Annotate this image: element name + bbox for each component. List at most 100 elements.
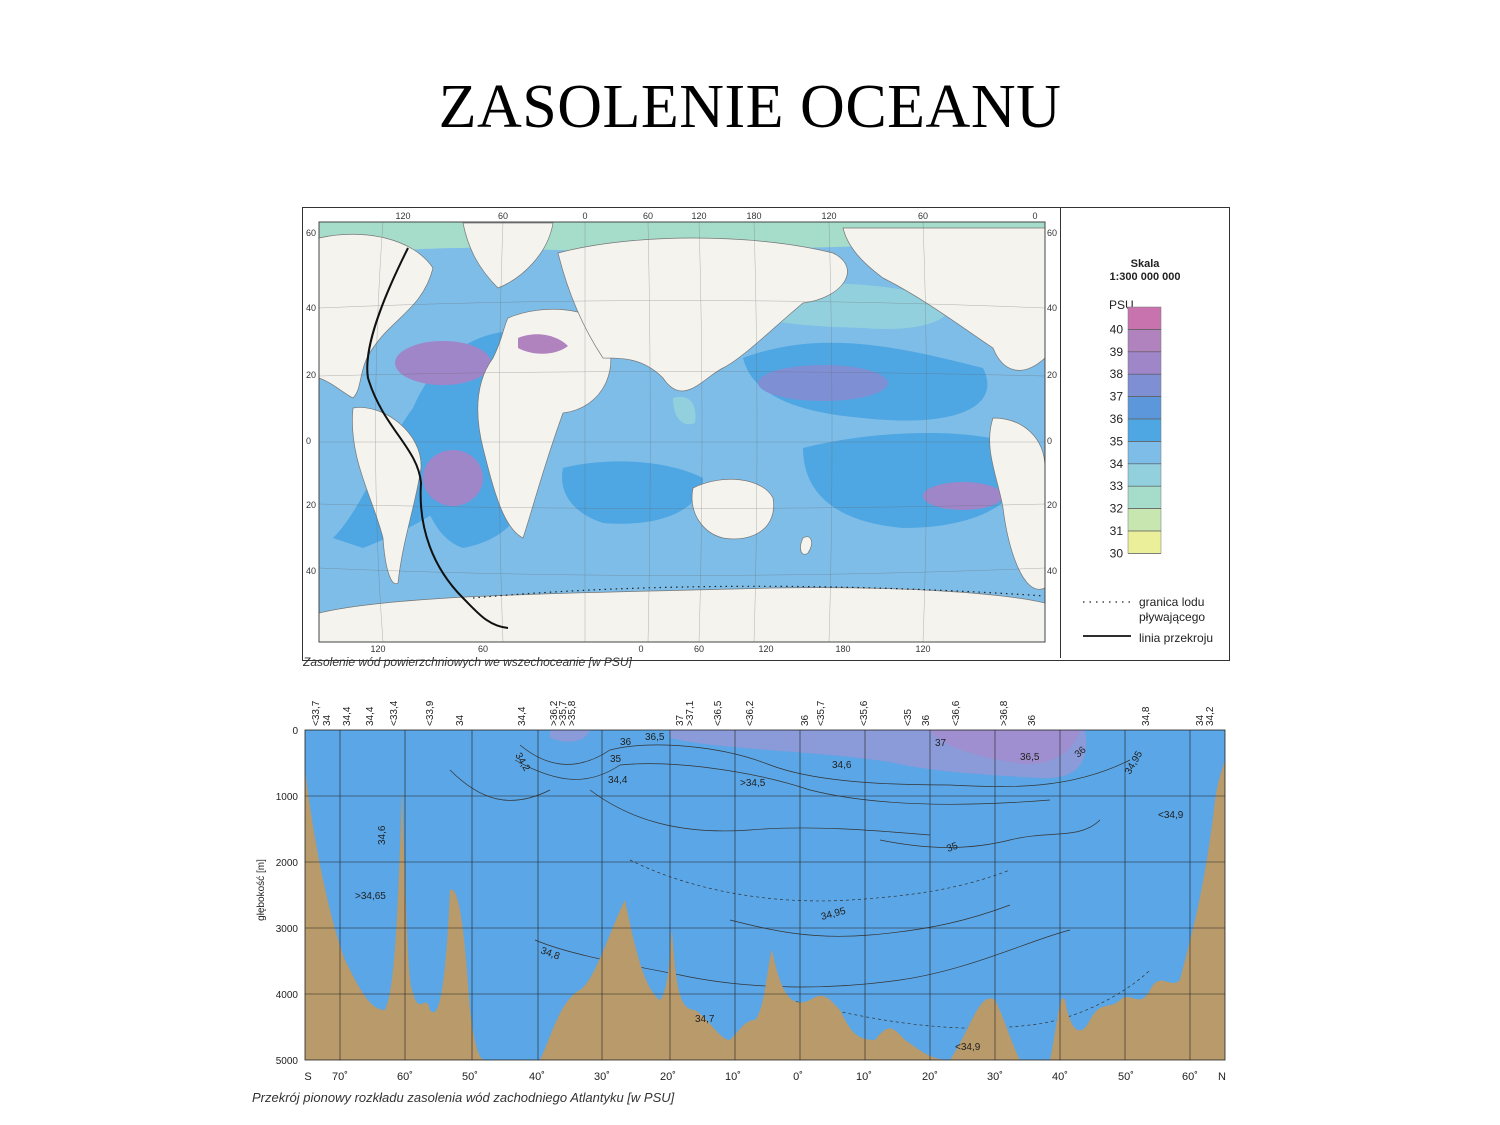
section-lat-label: N xyxy=(1218,1071,1226,1083)
section-isoline-label: >34,65 xyxy=(355,891,386,902)
section-isoline-label: 34,6 xyxy=(832,760,852,771)
legend-level-36: 36 xyxy=(1110,412,1124,426)
legend-level-31: 31 xyxy=(1110,524,1124,538)
section-lat-label: 10˚ xyxy=(725,1071,741,1083)
map-top-lon-label: 120 xyxy=(691,211,706,221)
map-axis-labels: 120 60 0 60 120 180 120 60 0 120 60 0 60 120 180 120 60 4… xyxy=(306,211,1057,654)
map-left-lat-label: 40 xyxy=(306,303,316,313)
section-isoline-label: <34,9 xyxy=(955,1042,981,1053)
section-depth-tick: 1000 xyxy=(276,792,299,803)
section-top-label: 36 xyxy=(800,714,811,726)
section-grid xyxy=(305,730,1225,1060)
map-bottom-lon-label: 120 xyxy=(370,644,385,654)
section-top-label: 34 xyxy=(1195,714,1206,726)
legend-swatch-31 xyxy=(1127,508,1162,532)
map-left-lat-label: 20 xyxy=(306,500,316,510)
section-ylabel: głębokość [m] xyxy=(256,859,267,921)
section-lat-label: 70˚ xyxy=(332,1071,348,1083)
section-isolines xyxy=(449,744,1131,988)
legend-section-line-label: linia przekroju xyxy=(1139,631,1214,645)
legend-scale-value: 1:300 000 000 xyxy=(1109,271,1181,283)
legend-swatch-34 xyxy=(1127,441,1162,465)
section-isoline-label: >34,5 xyxy=(740,778,766,789)
legend-unit: PSU xyxy=(1109,298,1134,312)
section-top-label: <33,9 xyxy=(425,700,436,726)
section-lat-label: 10˚ xyxy=(856,1071,872,1083)
map-bottom-lon-label: 120 xyxy=(758,644,773,654)
section-top-label: >35,8 xyxy=(567,700,578,726)
legend-level-34: 34 xyxy=(1110,457,1124,471)
land-south-america-east xyxy=(989,417,1046,590)
legend-swatch-30 xyxy=(1127,530,1162,554)
map-bottom-lon-label: 180 xyxy=(835,644,850,654)
map-left-lat-label: 0 xyxy=(306,436,311,446)
map-top-lon-label: 0 xyxy=(582,211,587,221)
section-top-label: 34 xyxy=(322,714,333,726)
section-lat-label: 50˚ xyxy=(1118,1071,1134,1083)
legend-swatch-33 xyxy=(1127,463,1162,487)
salinity-core-north-pacific xyxy=(758,365,888,401)
legend-level-35: 35 xyxy=(1110,434,1124,448)
section-top-label: >36,8 xyxy=(999,700,1010,726)
section-isoline-label: 35 xyxy=(610,754,622,765)
map-right-lat-label: 60 xyxy=(1047,228,1057,238)
section-top-label: >35,7 xyxy=(558,700,569,726)
section-top-labels: <33,7 34 34,4 34,4 <33,4 <33,9 34 34,4 >36,2>35,… xyxy=(311,700,1216,726)
salinity-core-north-atlantic xyxy=(395,341,491,385)
section-top-label: <36,6 xyxy=(951,700,962,726)
section-top-label: <36,2 xyxy=(745,700,756,726)
legend-swatch-39 xyxy=(1127,329,1162,353)
map-top-lon-label: 180 xyxy=(746,211,761,221)
land-antarctica xyxy=(318,587,1046,643)
legend-swatch-36 xyxy=(1127,396,1162,420)
legend-level-38: 38 xyxy=(1110,367,1124,381)
map-right-lat-label: 40 xyxy=(1047,303,1057,313)
legend-color-bar: 40 39 38 37 36 35 34 33 32 31 30 xyxy=(1083,306,1162,637)
low-salinity-bay-of-bengal xyxy=(673,396,696,425)
section-depth-tick: 3000 xyxy=(276,924,299,935)
section-caption: Przekrój pionowy rozkładu zasolenia wód … xyxy=(252,1090,675,1105)
section-isoline-label: 34,4 xyxy=(608,775,628,786)
section-top-label: 34,4 xyxy=(365,706,376,726)
map-right-lat-label: 40 xyxy=(1047,566,1057,576)
cross-section-plot: <33,7 34 34,4 34,4 <33,4 <33,9 34 34,4 >36,2>35,… xyxy=(256,700,1226,1083)
section-lat-label: 20˚ xyxy=(660,1071,676,1083)
legend-scale-title: Skala xyxy=(1130,258,1160,270)
section-isoline-label: 36 xyxy=(620,737,632,748)
map-top-lon-label: 120 xyxy=(395,211,410,221)
legend-swatch-32 xyxy=(1127,485,1162,509)
section-top-label: <35,6 xyxy=(859,700,870,726)
map-bottom-lon-label: 60 xyxy=(694,644,704,654)
map-left-lat-label: 60 xyxy=(306,228,316,238)
section-top-label: <33,7 xyxy=(311,700,322,726)
map-top-lon-label: 120 xyxy=(821,211,836,221)
map-left-lat-label: 40 xyxy=(306,566,316,576)
map-top-lon-label: 0 xyxy=(1032,211,1037,221)
map-bottom-lon-label: 60 xyxy=(478,644,488,654)
section-depth-labels: 0 1000 2000 3000 4000 5000 xyxy=(276,726,299,1067)
map-legend: Skala 1:300 000 000 PSU 40 39 38 37 36 35 34 33… xyxy=(1060,208,1229,658)
section-isoline-label: <34,9 xyxy=(1158,810,1184,821)
map-bottom-lon-label: 120 xyxy=(915,644,930,654)
mediterranean-sea xyxy=(518,334,568,354)
section-lat-label: 50˚ xyxy=(462,1071,478,1083)
section-top-label: 34 xyxy=(455,714,466,726)
section-isoline-label: 34,6 xyxy=(377,825,388,845)
salinity-core-south-atlantic xyxy=(423,450,483,506)
section-top-label: <36,5 xyxy=(713,700,724,726)
section-top-label: 36 xyxy=(921,714,932,726)
section-lat-label: S xyxy=(304,1071,311,1083)
legend-level-37: 37 xyxy=(1110,390,1124,404)
map-bottom-lon-label: 0 xyxy=(638,644,643,654)
land-new-zealand xyxy=(800,536,812,555)
salinity-core-south-pacific xyxy=(923,482,1003,510)
section-salty-core xyxy=(930,730,1080,764)
legend-level-40: 40 xyxy=(1110,322,1124,336)
map-top-lon-label: 60 xyxy=(498,211,508,221)
section-lat-label: 40˚ xyxy=(529,1071,545,1083)
section-seabed xyxy=(305,760,1225,1060)
section-top-label: >36,2 xyxy=(549,700,560,726)
map-frame xyxy=(318,221,1046,643)
salinity-cross-section: <33,7 34 34,4 34,4 <33,4 <33,9 34 34,4 >36,2 >35,… xyxy=(250,690,1250,1120)
section-lat-label: 40˚ xyxy=(1052,1071,1068,1083)
